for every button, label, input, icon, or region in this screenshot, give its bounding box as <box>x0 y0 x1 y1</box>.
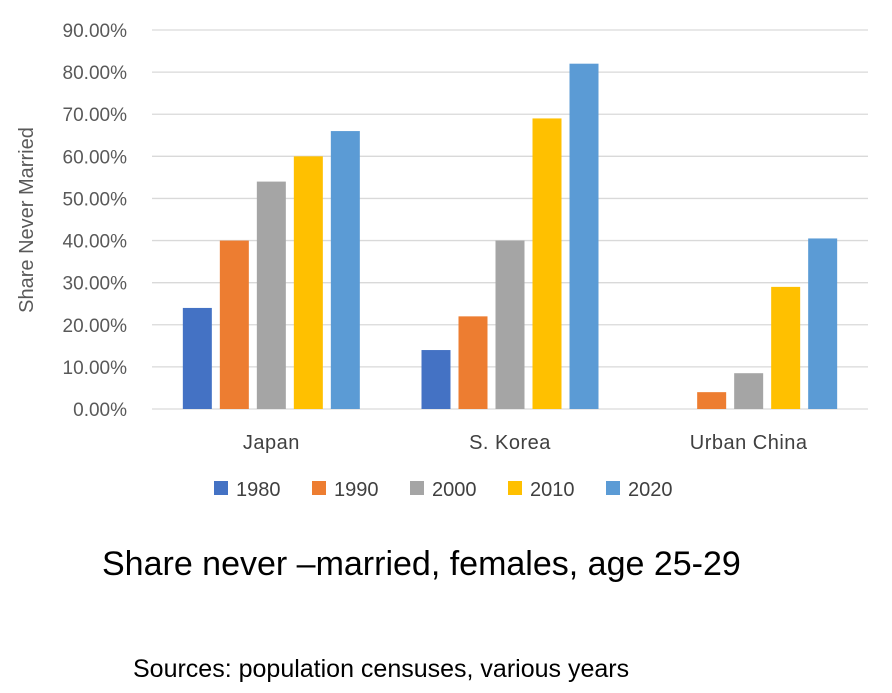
y-tick-label: 70.00% <box>63 105 128 126</box>
bar-2000-urban-china <box>734 373 764 409</box>
bar-1990-s-korea <box>458 316 488 409</box>
legend-label-2000: 2000 <box>432 479 477 501</box>
legend: 1980 1990 2000 2010 2020 <box>214 479 673 501</box>
y-tick-label: 90.00% <box>63 21 128 42</box>
bar-1980-japan <box>182 307 212 409</box>
bar-2020-s-korea <box>569 63 599 409</box>
y-tick-label: 40.00% <box>63 232 128 253</box>
legend-label-1990: 1990 <box>334 479 379 501</box>
legend-swatch-1990 <box>312 481 326 495</box>
y-tick-label: 20.00% <box>63 316 128 337</box>
y-tick-label: 50.00% <box>63 189 128 210</box>
bars <box>182 63 838 410</box>
bar-2010-japan <box>293 156 323 409</box>
bar-2010-urban-china <box>771 286 801 409</box>
bar-chart: 0.00% 10.00% 20.00% 30.00% 40.00% 50.00% 60.00… <box>16 21 868 501</box>
legend-label-1980: 1980 <box>236 479 281 501</box>
legend-label-2010: 2010 <box>530 479 575 501</box>
bar-2010-s-korea <box>532 118 562 409</box>
legend-swatch-2020 <box>606 481 620 495</box>
x-category-label: Urban China <box>690 432 808 454</box>
x-category-label: Japan <box>243 432 300 454</box>
x-category-label: S. Korea <box>469 432 551 454</box>
legend-swatch-1980 <box>214 481 228 495</box>
bar-1990-japan <box>219 240 249 409</box>
bar-2000-japan <box>256 181 286 409</box>
y-tick-label: 80.00% <box>63 63 128 84</box>
legend-swatch-2000 <box>410 481 424 495</box>
bar-1990-urban-china <box>697 392 727 409</box>
y-axis-ticks: 0.00% 10.00% 20.00% 30.00% 40.00% 50.00% 60.00… <box>63 21 128 421</box>
bar-2020-japan <box>330 131 360 410</box>
x-axis-categories: Japan S. Korea Urban China <box>243 432 808 454</box>
legend-swatch-2010 <box>508 481 522 495</box>
chart-caption-title: Share never –married, females, age 25-29 <box>102 545 741 583</box>
y-tick-label: 10.00% <box>63 358 128 379</box>
sources-note: Sources: population censuses, various ye… <box>133 655 630 683</box>
y-tick-label: 60.00% <box>63 147 128 168</box>
bar-2000-s-korea <box>495 240 525 409</box>
legend-label-2020: 2020 <box>628 479 673 501</box>
y-axis-label: Share Never Married <box>16 127 38 313</box>
bar-1980-s-korea <box>421 350 451 409</box>
y-tick-label: 0.00% <box>73 400 127 421</box>
bar-2020-urban-china <box>808 238 838 409</box>
y-tick-label: 30.00% <box>63 274 128 295</box>
